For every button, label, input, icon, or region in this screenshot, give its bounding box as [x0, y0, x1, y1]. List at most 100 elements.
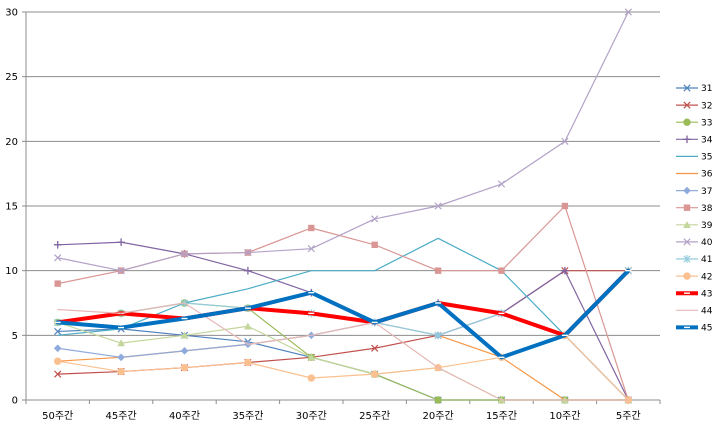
legend-label: 41	[701, 255, 712, 265]
series-marker	[54, 370, 62, 378]
y-tick-label: 20	[5, 137, 18, 148]
x-axis-ticks: 50주간 45주간 40주간 35주간 30주간 25주간 20주간 15주간 10주간 5주간	[42, 410, 641, 422]
series-marker	[434, 331, 442, 340]
series-marker	[117, 353, 125, 362]
series-marker	[54, 254, 62, 262]
series-marker	[54, 357, 62, 365]
series-marker	[371, 370, 379, 378]
series-marker	[498, 267, 505, 274]
legend: 31 32 33 34 35 36 37 38 39 40 41 42 43 44 45	[676, 84, 713, 334]
x-tick-label: 5주간	[616, 410, 641, 422]
legend-label: 43	[701, 289, 712, 299]
y-tick-label: 30	[5, 8, 18, 19]
series-marker	[683, 84, 691, 92]
series-line	[57, 302, 629, 401]
x-tick-label: 10주간	[549, 410, 580, 422]
legend-label: 39	[701, 221, 713, 231]
series-marker	[371, 344, 379, 352]
series-marker	[180, 363, 189, 372]
legend-item: 35	[676, 153, 712, 163]
legend-item: 43	[676, 289, 712, 299]
legend-item: 40	[676, 238, 713, 248]
legend-label: 31	[701, 84, 712, 94]
series-marker	[180, 331, 189, 339]
series-marker	[244, 248, 252, 257]
series-marker	[434, 202, 442, 210]
series-marker	[244, 322, 252, 330]
x-tick-label: 45주간	[106, 410, 137, 422]
legend-label: 34	[701, 136, 713, 146]
y-tick-label: 5	[12, 331, 18, 342]
legend-item: 31	[676, 84, 712, 94]
series-marker	[244, 358, 252, 367]
x-tick-label: 50주간	[42, 410, 73, 422]
series-marker	[53, 241, 62, 249]
series-marker	[683, 118, 691, 126]
y-tick-label: 25	[5, 72, 18, 83]
x-tick-label: 40주간	[169, 410, 200, 422]
legend-item: 41	[676, 255, 712, 265]
series-line	[55, 268, 631, 360]
series-line	[55, 268, 631, 338]
y-tick-label: 15	[5, 202, 18, 213]
legend-item: 45	[676, 324, 712, 334]
series-marker	[497, 180, 506, 188]
series-marker	[683, 238, 691, 246]
series-marker	[307, 245, 315, 253]
series-marker	[683, 255, 691, 263]
series-marker	[244, 266, 252, 275]
series-marker	[53, 344, 62, 353]
series-marker	[683, 186, 691, 195]
series-marker	[307, 374, 315, 382]
series-marker	[683, 272, 691, 280]
series-marker	[307, 353, 316, 361]
series-group	[53, 8, 633, 404]
series-45	[54, 268, 632, 360]
y-axis-ticks: 0 5 10 15 20 25 30	[5, 8, 18, 407]
series-marker	[117, 339, 125, 347]
series-marker	[561, 266, 569, 275]
legend-label: 38	[701, 204, 713, 214]
series-marker	[561, 202, 569, 210]
series-line	[57, 11, 629, 272]
legend-item: 38	[676, 204, 713, 214]
legend-label: 45	[701, 324, 712, 334]
series-marker	[117, 238, 125, 247]
legend-label: 33	[701, 118, 712, 128]
legend-item: 44	[676, 307, 713, 317]
series-marker	[561, 137, 569, 145]
series-marker	[54, 327, 62, 336]
series-marker	[434, 396, 442, 404]
legend-label: 35	[701, 153, 712, 163]
y-tick-label: 10	[5, 266, 18, 277]
series-marker	[371, 241, 378, 248]
legend-label: 42	[701, 272, 712, 282]
y-tick-label: 0	[12, 396, 18, 407]
x-tick-label: 35주간	[232, 410, 263, 422]
series-marker	[180, 347, 189, 355]
series-marker	[683, 204, 691, 211]
series-40	[54, 8, 632, 275]
series-marker	[117, 367, 125, 376]
x-tick-label: 30주간	[296, 410, 327, 422]
legend-item: 33	[676, 118, 712, 128]
series-marker	[180, 250, 189, 258]
series-marker	[117, 267, 125, 275]
legend-item: 32	[676, 101, 712, 111]
series-marker	[434, 267, 442, 274]
series-marker	[371, 215, 379, 223]
x-tick-label: 20주간	[423, 410, 454, 422]
series-marker	[683, 101, 691, 109]
legend-label: 44	[701, 307, 713, 317]
legend-item: 36	[676, 170, 713, 180]
legend-label: 37	[701, 187, 712, 197]
x-tick-label: 15주간	[486, 410, 517, 422]
series-marker	[624, 8, 632, 16]
series-marker	[308, 224, 315, 232]
series-marker	[683, 135, 691, 144]
legend-label: 32	[701, 101, 712, 111]
legend-label: 40	[701, 238, 713, 248]
legend-item: 34	[676, 135, 713, 146]
